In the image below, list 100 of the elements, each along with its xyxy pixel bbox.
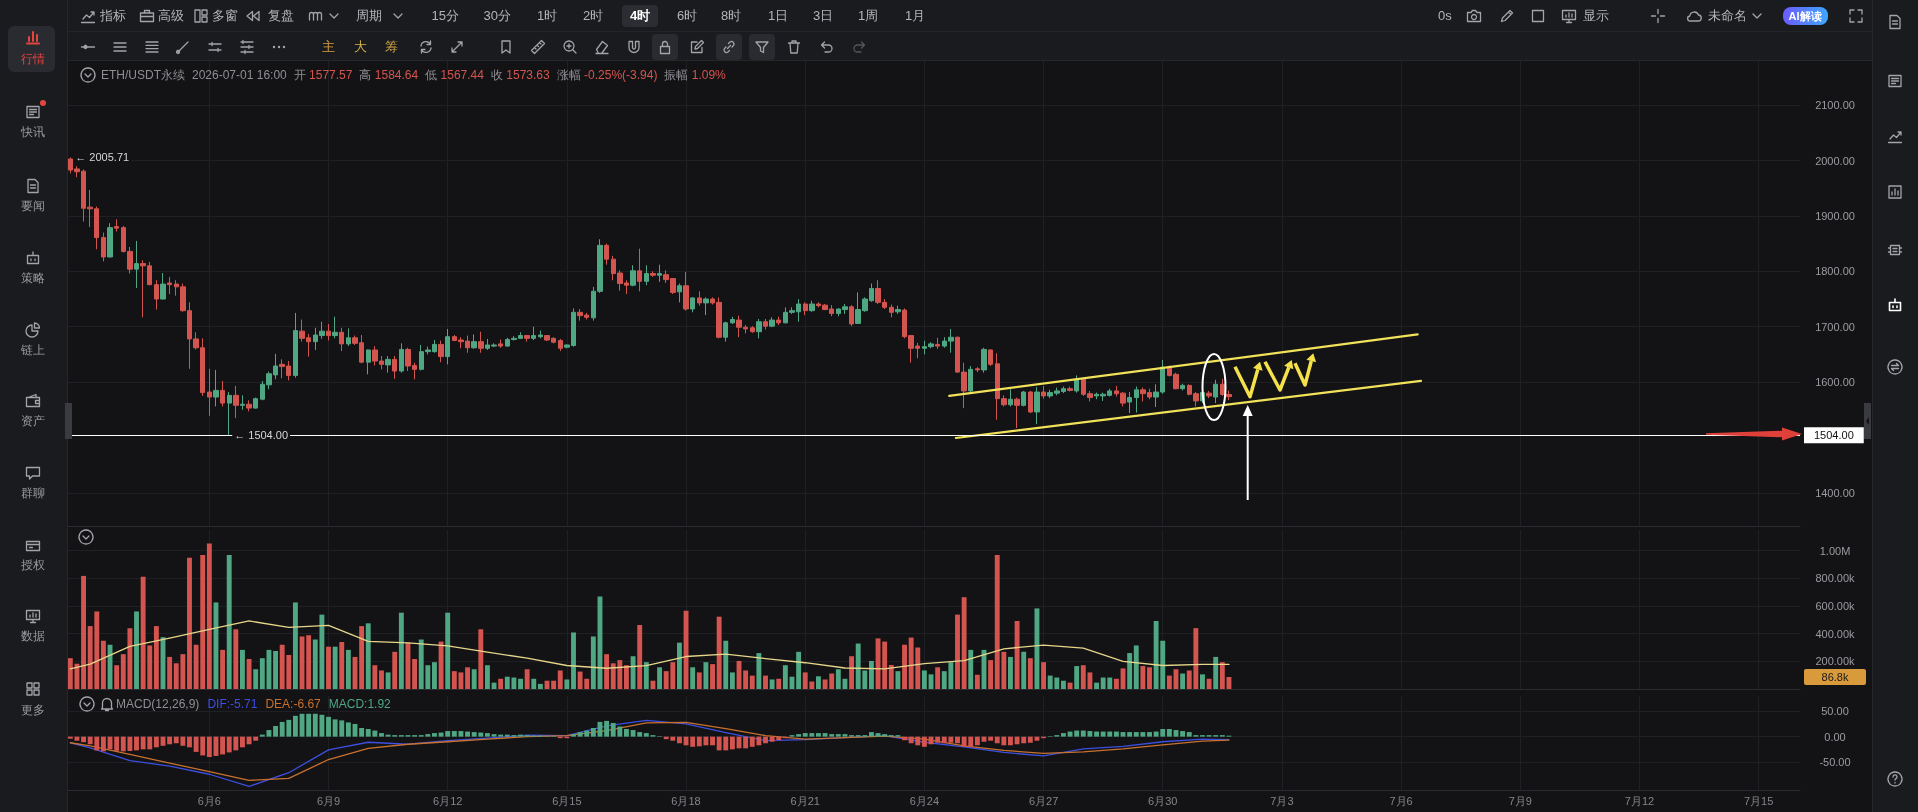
bar	[345, 649, 351, 689]
candlestick	[531, 326, 536, 341]
legend-title: MACD(12,26,9)	[116, 697, 200, 711]
text: 周期	[356, 7, 382, 24]
text: 高级	[158, 7, 184, 24]
candlestick	[637, 248, 642, 292]
bar	[988, 660, 994, 689]
text: 6时	[677, 7, 698, 24]
bar	[769, 679, 775, 689]
text: 2026-07-01 16:00	[192, 68, 287, 82]
candlestick	[730, 316, 735, 325]
bar	[868, 732, 874, 737]
candlestick	[975, 366, 980, 373]
bar	[974, 736, 980, 746]
bar	[955, 736, 960, 744]
candlestick	[220, 380, 225, 407]
bar	[604, 720, 610, 737]
bar	[372, 665, 378, 689]
candlestick	[697, 290, 702, 307]
candlestick	[776, 316, 781, 326]
x-tick-label: 7月3	[1270, 794, 1294, 807]
bar	[676, 642, 682, 689]
text: 30分	[483, 7, 511, 24]
bar	[1140, 666, 1146, 689]
candlestick	[445, 328, 450, 365]
bar	[220, 736, 226, 755]
bar	[81, 736, 86, 743]
bar	[604, 654, 610, 689]
candlestick	[895, 305, 901, 315]
bar	[432, 662, 437, 689]
bar	[895, 671, 901, 689]
candlestick	[101, 232, 106, 262]
candlestick	[253, 397, 258, 410]
text: DIF:-5.71	[207, 697, 258, 711]
candlestick	[657, 264, 662, 283]
ref-line-label: 1504.00	[1814, 429, 1854, 442]
bar	[1133, 645, 1139, 689]
bar	[1027, 658, 1033, 689]
line-series	[69, 620, 1230, 670]
y-tick-label: 2100.00	[1815, 99, 1855, 112]
text: 授权	[21, 558, 45, 573]
bar	[763, 736, 768, 744]
bar	[326, 716, 331, 737]
bar	[1219, 662, 1225, 689]
bar	[782, 665, 788, 689]
candlestick	[154, 279, 159, 311]
bar	[524, 669, 530, 689]
bar	[412, 659, 418, 689]
y-tick-label: 600.00k	[1815, 600, 1856, 613]
annotation: 低 1567.44	[425, 68, 484, 82]
text: 链上	[21, 343, 45, 358]
candlestick	[723, 321, 728, 343]
candlestick	[756, 318, 762, 339]
candlestick	[604, 243, 609, 266]
bar	[935, 736, 941, 743]
bar	[537, 683, 543, 689]
bar	[690, 667, 696, 689]
bar	[968, 649, 974, 689]
bar	[1014, 620, 1020, 689]
candlestick	[227, 391, 232, 436]
bar	[292, 715, 298, 737]
y-tick-label: 200.00k	[1815, 655, 1856, 668]
bar	[729, 672, 735, 689]
bar	[379, 670, 384, 689]
candlestick	[1180, 383, 1185, 391]
bar	[657, 667, 663, 689]
bar	[81, 575, 86, 689]
bar	[1120, 732, 1126, 737]
candlestick	[326, 323, 331, 342]
candlestick	[1008, 388, 1013, 407]
x-tick-label: 7月12	[1624, 794, 1655, 807]
annotation: ← 1504.00	[234, 429, 289, 442]
candlestick	[750, 325, 755, 334]
bar	[273, 650, 279, 689]
x-tick-label: 6月30	[1148, 794, 1178, 807]
text: 指标	[100, 7, 126, 24]
bar	[696, 672, 702, 689]
bar	[1027, 736, 1033, 743]
bar	[332, 646, 338, 689]
bar	[1008, 736, 1013, 746]
bar	[226, 554, 232, 689]
candlestick	[968, 365, 973, 394]
annotation: 涨幅 -0.25%(-3.94)	[556, 68, 658, 82]
candlestick	[240, 394, 245, 411]
candlestick	[1028, 390, 1033, 414]
bar	[432, 733, 437, 737]
bar	[988, 736, 994, 741]
candlestick	[644, 264, 649, 286]
bar	[306, 635, 312, 689]
candlestick	[1021, 390, 1026, 407]
bar	[1200, 674, 1205, 689]
bar	[134, 611, 139, 689]
bar	[974, 674, 980, 689]
candlestick	[1041, 385, 1046, 400]
bar	[763, 675, 768, 689]
x-tick-label: 6月21	[790, 794, 820, 807]
bar	[816, 733, 821, 737]
candlestick	[690, 296, 695, 313]
bar	[676, 736, 682, 744]
bar	[220, 649, 226, 689]
